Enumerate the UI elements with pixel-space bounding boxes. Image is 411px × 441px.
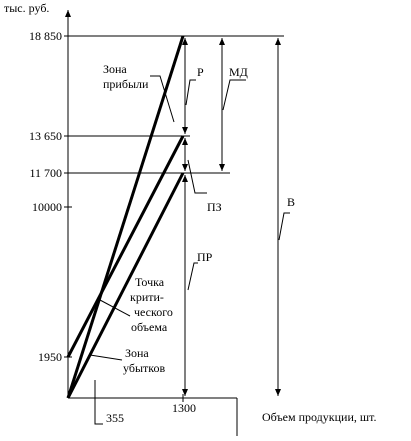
y-tick-label: 10000 — [32, 200, 62, 214]
pz-label: ПЗ — [207, 200, 222, 214]
v-label: В — [287, 195, 295, 209]
loss-zone: убытков — [123, 361, 165, 375]
y-tick-label: 11 700 — [29, 166, 62, 180]
critical-point: крити- — [130, 290, 164, 304]
leaders — [89, 75, 290, 361]
profit-zone: прибыли — [103, 77, 149, 91]
variable-cost-line — [66, 172, 185, 399]
revenue-line — [66, 35, 185, 399]
x-tick-label: 1300 — [172, 401, 196, 415]
critical-point: ческого — [134, 305, 173, 319]
y-tick-label: 1950 — [38, 350, 62, 364]
md-label: МД — [229, 65, 248, 79]
x-label: Объем продукции, шт. — [262, 410, 376, 424]
pr-label: ПР — [197, 250, 213, 264]
critical-point: Точка — [135, 275, 165, 289]
x-tick-label: 355 — [106, 411, 124, 425]
y-unit: тыс. руб. — [4, 1, 49, 15]
total-cost-line — [66, 135, 185, 358]
p-label: Р — [197, 65, 204, 79]
critical-point: объема — [131, 320, 168, 334]
loss-zone: Зона — [125, 346, 149, 360]
y-tick-label: 18 850 — [29, 29, 62, 43]
profit-zone: Зона — [103, 62, 127, 76]
y-tick-label: 13 650 — [29, 129, 62, 143]
